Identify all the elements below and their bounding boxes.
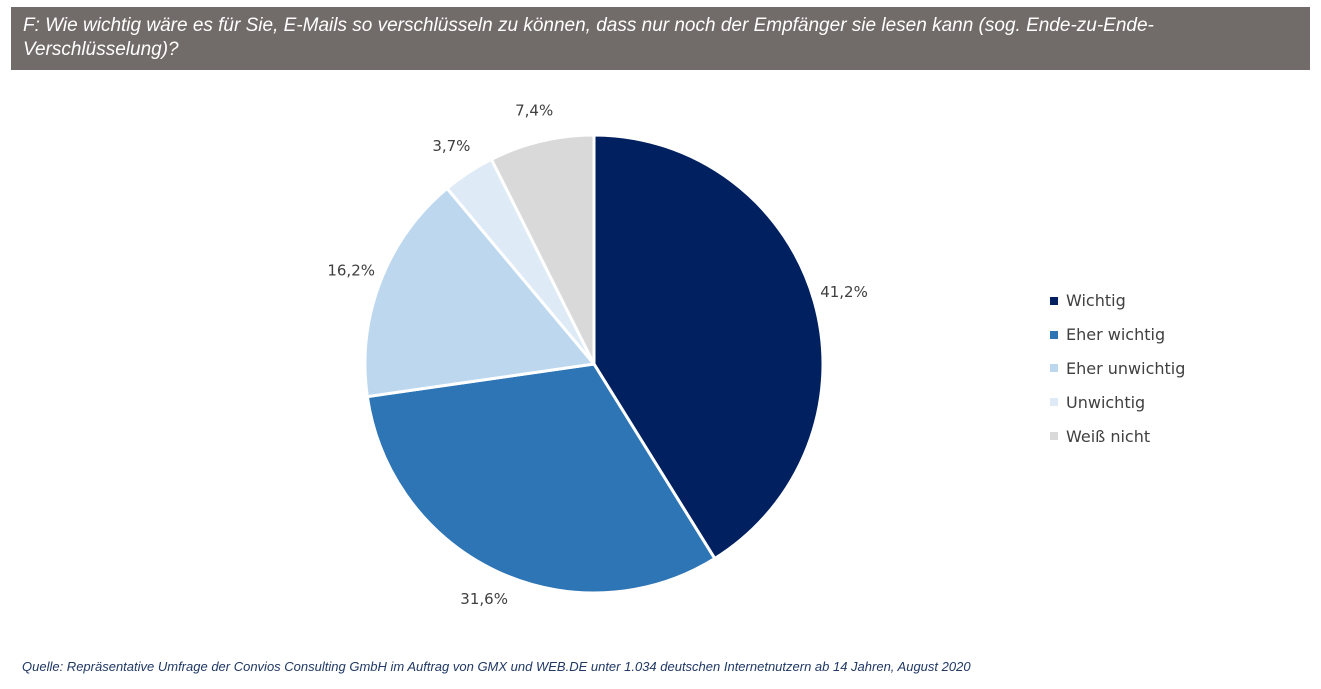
legend-swatch (1050, 296, 1058, 305)
pie-slice-eher-wichtig (365, 362, 717, 595)
pie-slices (363, 133, 825, 595)
data-label: 16,2% (327, 262, 375, 280)
legend-item: Wichtig (1050, 284, 1250, 318)
legend-label: Wichtig (1066, 291, 1126, 311)
data-label: 41,2% (820, 283, 868, 301)
pie-slice-eher-unwichtig (363, 186, 596, 399)
legend-swatch (1050, 432, 1058, 441)
question-text: F: Wie wichtig wäre es für Sie, E-Mails … (23, 15, 1154, 60)
question-banner: F: Wie wichtig wäre es für Sie, E-Mails … (11, 7, 1310, 70)
legend-label: Unwichtig (1066, 392, 1146, 412)
legend-swatch (1050, 398, 1058, 407)
chart-legend: Wichtig Eher wichtig Eher unwichtig Unwicht… (1050, 284, 1250, 453)
legend-item: Eher wichtig (1050, 318, 1250, 352)
data-label: 3,7% (432, 137, 470, 155)
source-note: Quelle: Repräsentative Umfrage der Convi… (22, 659, 971, 674)
legend-swatch (1050, 364, 1058, 373)
legend-item: Eher unwichtig (1050, 352, 1250, 386)
legend-label: Eher wichtig (1066, 325, 1166, 345)
pie-data-labels: 41,2% 31,6% 16,2% 3,7% 7,4% (327, 101, 868, 608)
data-label: 7,4% (515, 101, 553, 119)
legend-item: Weiß nicht (1050, 419, 1250, 453)
pie-slice-weiß-nicht (489, 133, 596, 366)
legend-label: Eher unwichtig (1066, 358, 1186, 378)
legend-swatch (1050, 330, 1058, 339)
pie-slice-wichtig (592, 133, 825, 561)
legend-label: Weiß nicht (1066, 426, 1151, 446)
data-label: 31,6% (460, 590, 508, 608)
legend-item: Unwichtig (1050, 385, 1250, 419)
